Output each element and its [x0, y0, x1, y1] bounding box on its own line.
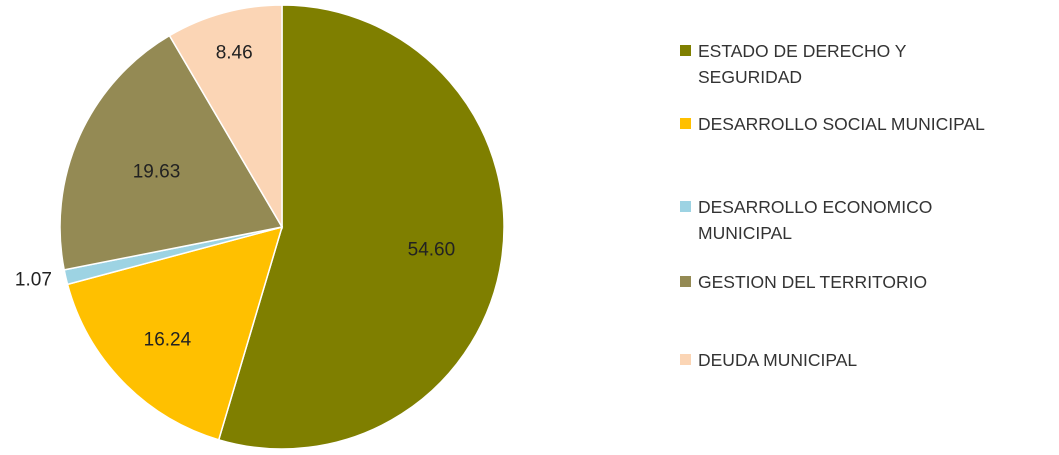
legend-label: DESARROLLO SOCIAL MUNICIPAL	[698, 114, 985, 134]
legend-label: ESTADO DE DERECHO Y	[698, 41, 907, 61]
pie-slice	[59, 34, 284, 271]
slice-labels: 54.60 16.24 1.07 19.63 8.46	[15, 42, 455, 350]
legend-swatch	[680, 354, 691, 365]
legend-swatch	[680, 45, 691, 56]
slice-value-label: 54.60	[408, 240, 456, 261]
legend-item: ESTADO DE DERECHO Y SEGURIDAD	[680, 41, 907, 87]
legend-label: SEGURIDAD	[698, 67, 802, 87]
legend: ESTADO DE DERECHO Y SEGURIDAD DESARROLLO S…	[680, 41, 985, 370]
legend-item: DESARROLLO SOCIAL MUNICIPAL	[680, 114, 985, 134]
slice-value-label: 16.24	[144, 330, 192, 351]
legend-item: DESARROLLO ECONOMICO MUNICIPAL	[680, 197, 932, 243]
legend-label: MUNICIPAL	[698, 223, 792, 243]
legend-swatch	[680, 118, 691, 129]
legend-item: GESTION DEL TERRITORIO	[680, 272, 927, 292]
legend-label: GESTION DEL TERRITORIO	[698, 272, 927, 292]
legend-label: DEUDA MUNICIPAL	[698, 350, 857, 370]
legend-label: DESARROLLO ECONOMICO	[698, 197, 932, 217]
pie-slice	[217, 4, 505, 450]
legend-item: DEUDA MUNICIPAL	[680, 350, 857, 370]
pie-slice	[66, 225, 284, 441]
slice-value-label: 19.63	[133, 162, 181, 183]
legend-swatch	[680, 276, 691, 287]
legend-swatch	[680, 201, 691, 212]
pie-slice	[168, 4, 283, 230]
slice-value-label: 1.07	[15, 270, 52, 291]
slice-value-label: 8.46	[216, 42, 253, 63]
pie-slices	[59, 4, 505, 450]
